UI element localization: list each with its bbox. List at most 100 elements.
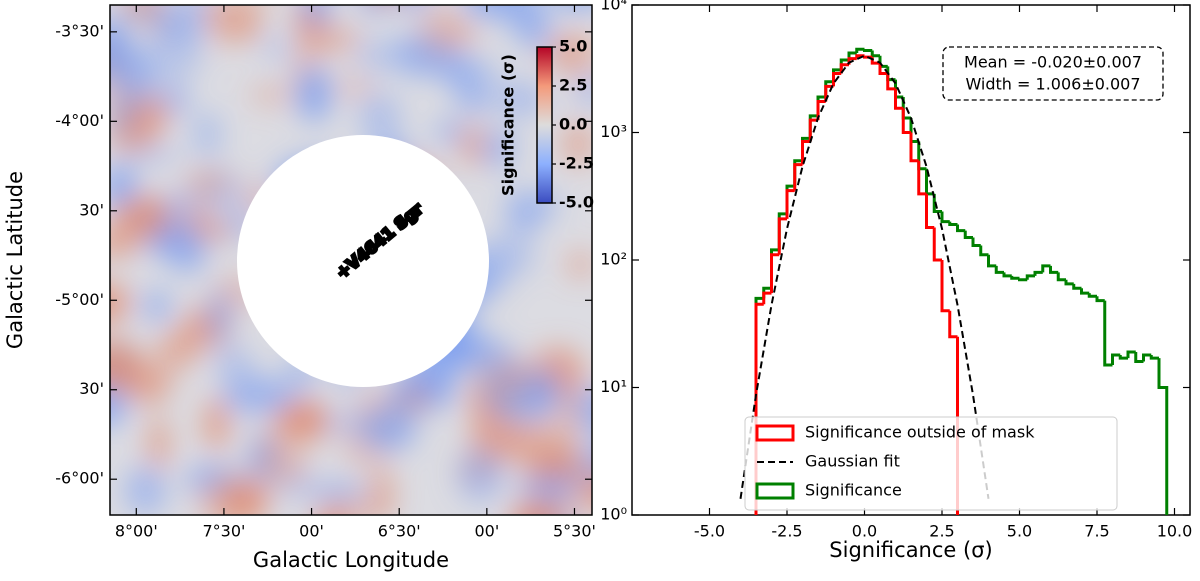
hist-bin: [1095, 296, 1105, 303]
hist-bin: [785, 189, 795, 219]
blob: [498, 81, 544, 117]
hist-bin: [948, 310, 958, 339]
hist-bin: [793, 163, 803, 191]
blob: [483, 128, 515, 169]
blob: [532, 445, 583, 482]
x-tick-label: 00': [299, 522, 324, 541]
plot-area: [739, 47, 1169, 515]
hist-bin: [1080, 288, 1090, 295]
blob: [365, 0, 408, 4]
colorbar-tick-label: -2.5: [559, 154, 594, 173]
hist-bin: [1018, 278, 1028, 282]
y-tick-label: -6°00': [55, 469, 104, 488]
blob: [561, 395, 582, 452]
blob: [563, 121, 592, 167]
blob: [372, 468, 393, 515]
blob: [208, 290, 231, 343]
blob: [525, 369, 561, 413]
blob: [493, 0, 545, 1]
blob: [527, 415, 562, 450]
hist-bin: [932, 227, 942, 262]
blob: [297, 66, 331, 122]
blob: [402, 5, 426, 12]
hist-bin: [987, 254, 997, 268]
blob: [154, 5, 207, 42]
colorbar-tick-label: 5.0: [559, 37, 587, 56]
blob: [110, 339, 144, 391]
hist-bin: [956, 336, 959, 515]
blob: [222, 374, 284, 414]
x-tick-label: 2.5: [929, 522, 954, 541]
hist-bin: [762, 291, 772, 305]
hist-bin: [994, 265, 1004, 274]
blob: [573, 474, 592, 512]
blob: [511, 508, 551, 515]
colorbar: [536, 46, 553, 204]
hist-bin: [816, 100, 826, 121]
x-tick-label: 7.5: [1084, 522, 1109, 541]
hist-bin: [932, 193, 942, 214]
x-tick-label: 00': [474, 522, 499, 541]
hist-bin: [1002, 272, 1012, 278]
blob: [435, 119, 465, 144]
blob: [121, 146, 182, 163]
blob: [457, 447, 503, 503]
blob: [302, 5, 331, 27]
blob: [225, 8, 262, 42]
hist-bin: [940, 211, 950, 224]
blob: [199, 475, 258, 515]
blob: [110, 164, 137, 208]
fit-mean: Mean = -0.020±0.007: [964, 53, 1142, 72]
blob: [586, 455, 592, 479]
y-tick-label: 10⁴: [600, 0, 627, 14]
blob: [110, 197, 172, 241]
x-tick-label: 5°30': [553, 522, 596, 541]
blob: [357, 93, 402, 141]
hist-bin: [1064, 279, 1074, 286]
blob: [437, 49, 475, 83]
legend-label: Significance outside of mask: [805, 423, 1035, 442]
hist-bin: [832, 72, 842, 87]
hist-bin: [878, 63, 888, 76]
hist-bin: [1157, 358, 1169, 515]
blob: [584, 436, 592, 464]
x-tick-label: 10.0: [1157, 522, 1193, 541]
hist-bin: [770, 253, 780, 294]
blob: [303, 26, 361, 54]
y-axis-label: Galactic Latitude: [3, 171, 27, 349]
x-tick-label: -5.0: [694, 522, 725, 541]
hist-bin: [824, 84, 834, 102]
y-tick-label: 10¹: [600, 377, 627, 396]
blob: [256, 441, 308, 487]
x-tick-label: -2.5: [771, 522, 802, 541]
hist-bin: [956, 224, 966, 233]
y-tick-label: -4°00': [55, 111, 104, 130]
map-frame: [109, 4, 593, 516]
blob: [515, 479, 577, 498]
hist-bin: [777, 217, 787, 255]
y-tick-label: 30': [79, 200, 104, 219]
blob: [162, 85, 189, 115]
hist-bin: [901, 108, 911, 134]
hist-bin: [1111, 353, 1121, 366]
blob: [79, 43, 103, 61]
colorbar-tick-label: 2.5: [559, 76, 587, 95]
x-tick-label: 7°30': [202, 522, 245, 541]
blob: [465, 5, 516, 20]
hist-bin: [1041, 264, 1051, 273]
y-tick-label: -3°30': [55, 21, 104, 40]
y-tick-label: 10⁰: [600, 505, 627, 524]
x-tick-label: 6°30': [378, 522, 421, 541]
legend-label: Gaussian fit: [805, 452, 900, 471]
fit-box: [942, 46, 1164, 101]
blob: [110, 382, 127, 426]
hist-bin: [1103, 300, 1113, 367]
colorbar-label: Significance (σ): [499, 54, 518, 196]
blob: [280, 398, 329, 442]
x-axis-label: Significance (σ): [829, 538, 992, 562]
blob: [359, 407, 417, 451]
y-tick-label: 30': [79, 379, 104, 398]
blob: [457, 123, 489, 167]
blob: [449, 337, 507, 356]
